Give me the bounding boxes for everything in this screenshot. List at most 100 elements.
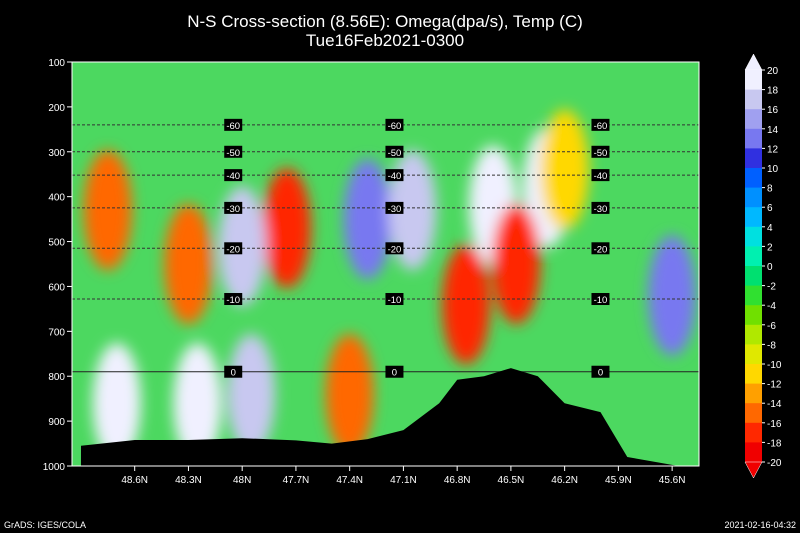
omega-cell (92, 343, 141, 464)
x-tick-label: 46.2N (551, 475, 578, 486)
colorbar-tick-label: 12 (767, 144, 779, 155)
isotherm-label: 0 (392, 368, 397, 379)
colorbar-tick-label: -4 (767, 301, 776, 312)
omega-cell (83, 150, 132, 271)
isotherm-label: -20 (594, 244, 608, 255)
chart-title: N-S Cross-section (8.56E): Omega(dpa/s),… (187, 12, 583, 31)
isotherm-label-box (224, 242, 243, 255)
isotherm-label-box (385, 169, 404, 182)
colorbar-swatch (745, 128, 762, 149)
colorbar-swatch (745, 324, 762, 345)
colorbar-tick-label: -2 (767, 282, 776, 293)
y-tick-label: 1000 (43, 462, 66, 473)
isotherm-label-box (385, 242, 404, 255)
x-axis: 48.6N 48.3N 48N 47.7N 47.4N 47.1N 46.8N 46.5N 46… (121, 466, 685, 486)
colorbar-tick-label: 18 (767, 86, 779, 97)
omega-cell (648, 235, 697, 356)
isotherm-label: 0 (231, 368, 236, 379)
x-tick-label: 46.5N (498, 475, 525, 486)
y-tick-label: 300 (48, 148, 65, 159)
isotherm-label-box (224, 118, 243, 131)
isotherm-label: -30 (226, 204, 240, 215)
omega-cell (173, 343, 222, 464)
isotherm-label: -40 (388, 171, 402, 182)
x-tick-label: 46.8N (444, 475, 471, 486)
colorbar-tick-label: 20 (767, 66, 779, 77)
isotherm-label: -30 (388, 204, 402, 215)
x-tick-label: 47.7N (283, 475, 310, 486)
terrain (80, 368, 679, 466)
colorbar-tick-label: -20 (767, 458, 782, 469)
isotherm-label-box (385, 118, 404, 131)
colorbar-bottom-arrow (744, 461, 763, 479)
isotherm-label: -50 (388, 148, 402, 159)
colorbar-swatch (745, 266, 762, 287)
colorbar-swatch (745, 344, 762, 365)
y-tick-label: 100 (48, 58, 65, 69)
isotherm-label: -60 (388, 121, 402, 132)
isotherm-label-box (385, 145, 404, 158)
y-tick-label: 500 (48, 238, 65, 249)
omega-cell (164, 204, 213, 324)
footer-credit: GrADS: IGES/COLA (4, 520, 86, 530)
colorbar-swatch (745, 168, 762, 189)
colorbar-swatch (745, 246, 762, 267)
isotherm-label: -10 (388, 295, 402, 306)
omega-cell (540, 109, 589, 230)
colorbar-swatch (745, 109, 762, 130)
x-tick-label: 45.6N (659, 475, 686, 486)
isotherm-label-box (385, 365, 404, 378)
omega-cell (492, 204, 541, 324)
colorbar-swatch (745, 383, 762, 404)
colorbar-swatch (745, 226, 762, 247)
isotherm-label-box (591, 242, 610, 255)
isotherm-label-box (591, 169, 610, 182)
colorbar-swatch (745, 403, 762, 424)
colorbar-tick-label: 14 (767, 125, 779, 136)
omega-cell (227, 334, 276, 455)
colorbar-swatch (745, 148, 762, 169)
y-tick-label: 400 (48, 193, 65, 204)
isotherm-label-box (224, 145, 243, 158)
omega-field (83, 109, 697, 464)
isotherm-label: -20 (388, 244, 402, 255)
isotherm-label-box (591, 201, 610, 214)
y-tick-label: 900 (48, 417, 65, 428)
colorbar-swatch (745, 285, 762, 306)
omega-cell (262, 168, 311, 289)
isotherm-label: -10 (226, 295, 240, 306)
x-tick-label: 48N (233, 475, 251, 486)
isotherm-label-box (591, 145, 610, 158)
temperature-isotherms: -60 -60 -60 -50 -50 -50 -40 -40 -40 -30 -30 -30 -20 -… (72, 118, 699, 379)
isotherm-label-box (224, 293, 243, 306)
y-axis: 100 200 300 400 500 600 700 800 900 1000 (43, 58, 72, 473)
isotherm-label: -30 (594, 204, 608, 215)
isotherm-label-box (591, 293, 610, 306)
colorbar-swatch (745, 442, 762, 463)
isotherm-label: -20 (226, 244, 240, 255)
isotherm-label: 0 (598, 368, 603, 379)
colorbar-tick-label: -10 (767, 360, 782, 371)
colorbar-swatch (745, 364, 762, 385)
colorbar-tick-label: 6 (767, 203, 773, 214)
colorbar-swatch (745, 187, 762, 208)
isotherm-label: -10 (594, 295, 608, 306)
omega-cell (343, 159, 392, 280)
colorbar-swatch (745, 305, 762, 326)
plot-area: -60 -60 -60 -50 -50 -50 -40 -40 -40 -30 -30 -30 -20 -… (72, 62, 699, 466)
x-tick-label: 47.1N (390, 475, 417, 486)
isotherm-label-box (591, 365, 610, 378)
colorbar-swatch (745, 89, 762, 110)
colorbar-swatch (745, 70, 762, 91)
y-tick-label: 600 (48, 282, 65, 293)
x-tick-label: 48.6N (121, 475, 148, 486)
colorbar-tick-label: 4 (767, 223, 773, 234)
plot-frame (71, 61, 700, 467)
omega-cell (442, 244, 491, 365)
isotherm-label: -50 (226, 148, 240, 159)
colorbar-tick-label: 16 (767, 105, 779, 116)
x-tick-label: 48.3N (175, 475, 202, 486)
isotherm-label-box (224, 169, 243, 182)
colorbar-tick-label: -8 (767, 340, 776, 351)
